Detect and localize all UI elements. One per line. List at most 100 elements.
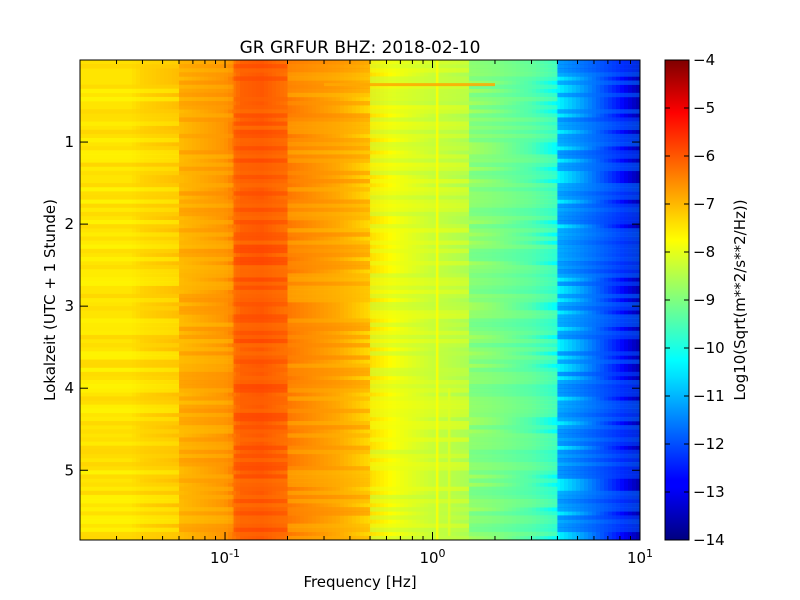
- heatmap-streak: [234, 540, 288, 544]
- heatmap-streak: [178, 64, 234, 69]
- heatmap-streak: [178, 166, 234, 172]
- heatmap-streak: [469, 191, 558, 196]
- heatmap-streak: [370, 306, 470, 311]
- heatmap-streak: [469, 400, 558, 405]
- heatmap-streak: [370, 334, 470, 340]
- heatmap-streak: [557, 150, 640, 155]
- heatmap-streak: [557, 503, 640, 508]
- heatmap-streak: [469, 129, 558, 135]
- heatmap-streak: [557, 142, 640, 147]
- heatmap-streak: [178, 449, 234, 455]
- heatmap-streak: [287, 281, 371, 286]
- heatmap-streak: [178, 351, 234, 356]
- heatmap-column: [580, 60, 585, 540]
- heatmap-streak: [233, 466, 288, 471]
- heatmap-streak: [469, 527, 558, 533]
- heatmap-streak: [557, 293, 640, 299]
- heatmap-streak: [287, 285, 371, 291]
- heatmap-column: [372, 60, 377, 540]
- colorbar-tick-label: −8: [693, 243, 715, 261]
- heatmap-streak: [469, 117, 558, 122]
- heatmap-streak: [469, 187, 558, 192]
- heatmap-streak: [178, 347, 234, 352]
- y-tick-label: 2: [64, 215, 74, 233]
- x-axis: 10-1 100 101: [79, 60, 653, 567]
- heatmap-streak: [80, 404, 179, 410]
- heatmap-streak: [178, 269, 234, 274]
- heatmap-streak: [469, 462, 558, 467]
- heatmap-streak: [80, 64, 179, 69]
- heatmap-streak: [557, 400, 640, 405]
- heatmap-streak: [178, 474, 234, 479]
- heatmap-streak: [557, 507, 640, 512]
- heatmap-streak: [557, 425, 640, 430]
- heatmap-streak: [370, 207, 470, 213]
- heatmap-streak: [233, 515, 288, 520]
- heatmap-streak: [469, 478, 558, 483]
- heatmap-streak: [233, 416, 288, 422]
- heatmap-streak: [80, 170, 179, 176]
- heatmap-streak: [557, 457, 640, 463]
- heatmap-streak: [557, 248, 640, 254]
- heatmap-streak: [469, 498, 558, 504]
- heatmap-streak: [370, 293, 470, 299]
- heatmap-streak: [557, 80, 640, 85]
- heatmap-streak: [370, 367, 470, 373]
- heatmap-streak: [233, 330, 288, 336]
- heatmap-streak: [80, 507, 179, 512]
- heatmap-streak: [370, 425, 470, 430]
- heatmap-streak: [557, 392, 640, 397]
- heatmap-streak: [469, 384, 558, 389]
- heatmap-streak: [557, 474, 640, 479]
- heatmap-streak: [370, 133, 470, 139]
- heatmap-streak: [469, 215, 558, 221]
- heatmap-streak: [557, 207, 640, 213]
- heatmap-streak: [287, 482, 371, 487]
- heatmap-streak: [80, 224, 179, 229]
- heatmap-streak: [233, 388, 288, 393]
- heatmap-streak: [469, 511, 558, 516]
- heatmap-streak: [370, 162, 470, 167]
- heatmap-streak: [557, 281, 640, 286]
- heatmap-streak: [178, 88, 234, 94]
- heatmap-streak: [178, 293, 234, 299]
- heatmap-streak: [557, 527, 640, 533]
- heatmap-streak: [178, 248, 234, 254]
- heatmap-streak: [557, 441, 640, 446]
- heatmap-streak: [80, 199, 179, 204]
- heatmap-column: [616, 60, 621, 540]
- heatmap-streak: [178, 244, 234, 250]
- heatmap-streak: [233, 384, 288, 389]
- heatmap-streak: [370, 60, 470, 65]
- vertical-spectral-line: [447, 388, 451, 536]
- heatmap-streak: [178, 445, 234, 451]
- heatmap-streak: [80, 470, 179, 475]
- heatmap-column: [392, 60, 397, 540]
- heatmap-streak: [178, 416, 234, 422]
- heatmap-streak: [370, 453, 470, 459]
- heatmap-streak: [233, 199, 288, 204]
- heatmap-streak: [233, 240, 288, 245]
- heatmap-streak: [469, 158, 558, 163]
- heatmap-streak: [80, 297, 179, 303]
- heatmap-streak: [80, 162, 179, 167]
- heatmap-streak: [178, 183, 234, 188]
- heatmap-streak: [370, 109, 470, 114]
- heatmap-streak: [178, 334, 234, 340]
- heatmap-streak: [178, 240, 234, 245]
- heatmap-column: [408, 60, 413, 540]
- heatmap-streak: [370, 121, 470, 126]
- colorbar-label: Log10(Sqrt(m**2/s**2/Hz)): [731, 199, 749, 400]
- heatmap-streak: [287, 449, 371, 455]
- heatmap-streak: [80, 400, 179, 405]
- heatmap-streak: [370, 240, 470, 245]
- y-tick-label: 5: [64, 461, 74, 479]
- heatmap-column: [576, 60, 581, 540]
- heatmap-column: [464, 60, 469, 540]
- heatmap-streak: [178, 367, 234, 373]
- heatmap-streak: [370, 273, 470, 278]
- heatmap-streak: [233, 105, 288, 110]
- heatmap-streak: [80, 154, 179, 159]
- heatmap-streak: [233, 293, 288, 299]
- heatmap-streak: [178, 437, 234, 442]
